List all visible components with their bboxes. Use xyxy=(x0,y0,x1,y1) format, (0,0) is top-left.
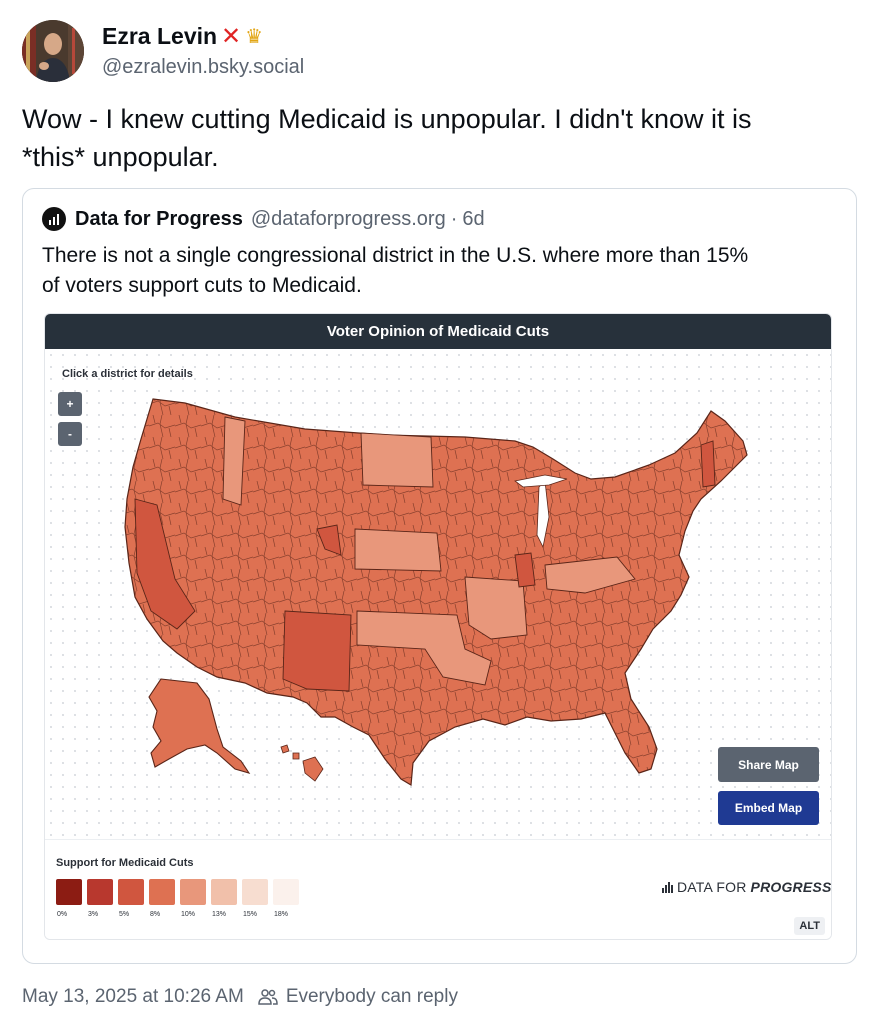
map-region-dark xyxy=(134,498,196,630)
zoom-in-button[interactable]: + xyxy=(58,392,82,416)
map-embed-image[interactable]: Voter Opinion of Medicaid Cuts xyxy=(44,313,832,940)
post-text-line: Wow - I knew cutting Medicaid is unpopul… xyxy=(22,104,752,134)
x-mark-icon: ✕ xyxy=(221,22,242,50)
legend-tick-label: 3% xyxy=(88,911,99,918)
avatar-image xyxy=(22,20,84,82)
legend-swatch xyxy=(180,879,206,905)
quoted-text-line: There is not a single congressional dist… xyxy=(42,244,749,267)
map-area: Click a district for details + - Share M… xyxy=(45,349,832,839)
quoted-author-name[interactable]: Data for Progress xyxy=(75,207,243,230)
us-district-map[interactable] xyxy=(45,349,832,839)
legend-swatch xyxy=(211,879,237,905)
map-region-light xyxy=(354,528,442,572)
separator-dot: · xyxy=(450,207,458,230)
map-legend: Support for Medicaid Cuts 0% 3% 5% 8% 10% 13%… xyxy=(45,839,831,939)
legend-title: Support for Medicaid Cuts xyxy=(56,857,194,869)
post-text-line: *this* unpopular. xyxy=(22,142,219,172)
map-region-dark xyxy=(514,552,536,588)
quoted-post-text: There is not a single congressional dist… xyxy=(42,241,842,301)
legend-swatch xyxy=(242,879,268,905)
map-region-light xyxy=(464,576,528,640)
legend-swatch xyxy=(87,879,113,905)
legend-tick-label: 0% xyxy=(57,911,68,918)
map-alaska xyxy=(148,678,251,774)
legend-tick-label: 15% xyxy=(243,911,258,918)
data-for-progress-brand: DATA FOR PROGRESS xyxy=(662,879,831,895)
post-text: Wow - I knew cutting Medicaid is unpopul… xyxy=(22,100,852,176)
author-name-text: Ezra Levin xyxy=(102,23,218,49)
post-footer: May 13, 2025 at 10:26 AM Everybody can r… xyxy=(22,986,458,1008)
legend-ticks: 0% 3% 5% 8% 10% 13% 15% 18% xyxy=(56,911,304,918)
zoom-out-button[interactable]: - xyxy=(58,422,82,446)
legend-swatch xyxy=(273,879,299,905)
author-handle[interactable]: @ezralevin.bsky.social xyxy=(102,56,305,78)
bar-chart-icon xyxy=(662,881,673,893)
legend-tick-label: 13% xyxy=(212,911,227,918)
map-region-dark xyxy=(282,610,352,692)
quoted-post-time[interactable]: 6d xyxy=(462,207,485,230)
legend-tick-label: 8% xyxy=(150,911,161,918)
map-region-dark xyxy=(700,440,716,488)
quoted-post[interactable]: Data for Progress @dataforprogress.org ·… xyxy=(22,188,857,964)
quoted-text-line: of voters support cuts to Medicaid. xyxy=(42,274,362,297)
post-header: Ezra Levin ✕ ♛ @ezralevin.bsky.social xyxy=(22,18,304,84)
legend-tick-label: 5% xyxy=(119,911,130,918)
embed-map-button[interactable]: Embed Map xyxy=(718,791,819,825)
legend-tick-label: 10% xyxy=(181,911,196,918)
brand-text-regular: DATA FOR xyxy=(677,879,747,895)
map-region-light xyxy=(356,610,492,686)
map-region-dark xyxy=(316,524,342,556)
legend-swatches xyxy=(56,879,304,905)
author-display-name[interactable]: Ezra Levin ✕ ♛ xyxy=(102,23,304,50)
crown-icon: ♛ xyxy=(245,25,264,48)
legend-swatch xyxy=(149,879,175,905)
map-hint-text: Click a district for details xyxy=(62,368,193,380)
quoted-author-handle[interactable]: @dataforprogress.org xyxy=(250,207,446,230)
alt-text-badge[interactable]: ALT xyxy=(794,917,825,935)
brand-text-bold: PROGRESS xyxy=(750,879,832,895)
map-title: Voter Opinion of Medicaid Cuts xyxy=(45,314,831,349)
author-avatar[interactable] xyxy=(22,20,84,82)
dfp-logo-icon xyxy=(42,207,66,231)
share-map-button[interactable]: Share Map xyxy=(718,747,819,782)
post-timestamp[interactable]: May 13, 2025 at 10:26 AM xyxy=(22,986,244,1007)
legend-tick-label: 18% xyxy=(274,911,289,918)
reply-setting[interactable]: Everybody can reply xyxy=(285,986,458,1007)
people-icon xyxy=(258,988,278,1006)
map-lake xyxy=(514,474,568,488)
quoted-post-header: Data for Progress @dataforprogress.org ·… xyxy=(42,207,485,231)
map-region-light xyxy=(544,556,636,594)
map-region-light xyxy=(222,416,246,506)
legend-swatch xyxy=(56,879,82,905)
map-hawaii xyxy=(280,744,324,782)
map-region-light xyxy=(360,432,434,488)
legend-swatch xyxy=(118,879,144,905)
